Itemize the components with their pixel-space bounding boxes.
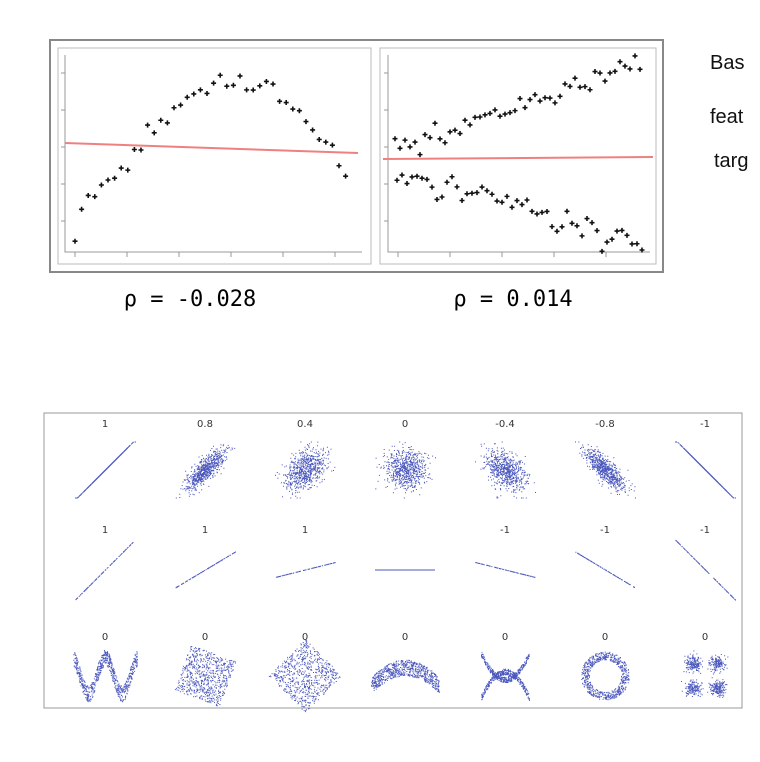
- correlation-label: -1: [700, 525, 710, 536]
- correlation-label: 0: [502, 632, 508, 643]
- correlation-sample: [371, 659, 440, 693]
- correlation-label: 0: [302, 632, 308, 643]
- scatter-points: [72, 53, 645, 254]
- correlation-sample: [73, 650, 138, 703]
- correlation-label: -1: [500, 525, 510, 536]
- correlation-sample: [581, 651, 630, 701]
- correlation-sample: [268, 639, 341, 713]
- right-plot-frame: [379, 47, 657, 265]
- correlation-label: 1: [202, 525, 208, 536]
- left-plot-frame: [57, 47, 372, 265]
- correlation-sample: [375, 441, 436, 499]
- correlation-sample: [675, 441, 736, 499]
- correlation-sample: [475, 562, 536, 578]
- correlation-sample: [75, 542, 134, 601]
- correlation-label: 0: [402, 632, 408, 643]
- plot-axes: [384, 55, 650, 257]
- side-text: feat: [710, 106, 744, 128]
- correlation-label: 0: [602, 632, 608, 643]
- correlation-label: 0: [702, 632, 708, 643]
- plot-axes: [61, 55, 362, 257]
- panel-label: ρ = -0.028: [124, 287, 256, 312]
- correlation-sample: [175, 444, 236, 499]
- panel-label: ρ = 0.014: [453, 287, 572, 312]
- correlation-label: -0.4: [495, 419, 515, 430]
- correlation-sample: [174, 646, 236, 707]
- correlation-label: 0.4: [297, 419, 313, 430]
- correlation-sample: [276, 562, 336, 578]
- side-text: targ: [714, 150, 749, 172]
- correlation-label: -1: [600, 525, 610, 536]
- correlation-label: 1: [102, 525, 108, 536]
- correlation-label: -1: [700, 419, 710, 430]
- correlation-sample: [681, 650, 729, 698]
- correlation-sample: [575, 441, 636, 499]
- correlation-label: 0: [202, 632, 208, 643]
- side-text: Bas: [710, 52, 745, 74]
- correlation-sample: [175, 551, 236, 589]
- correlation-sample: [475, 441, 536, 499]
- correlation-sample: [75, 441, 136, 499]
- correlation-label: 0: [102, 632, 108, 643]
- correlation-label: 1: [102, 419, 108, 430]
- correlation-sample: [481, 652, 530, 701]
- correlation-label: -0.8: [595, 419, 615, 430]
- correlation-sample: [575, 551, 635, 588]
- correlation-label: 0: [402, 419, 408, 430]
- fit-line: [64, 142, 359, 154]
- correlation-label: 1: [302, 525, 308, 536]
- correlation-sample: [275, 441, 336, 499]
- correlation-sample: [675, 539, 736, 601]
- correlation-label: 0.8: [197, 419, 213, 430]
- fit-line: [382, 156, 654, 160]
